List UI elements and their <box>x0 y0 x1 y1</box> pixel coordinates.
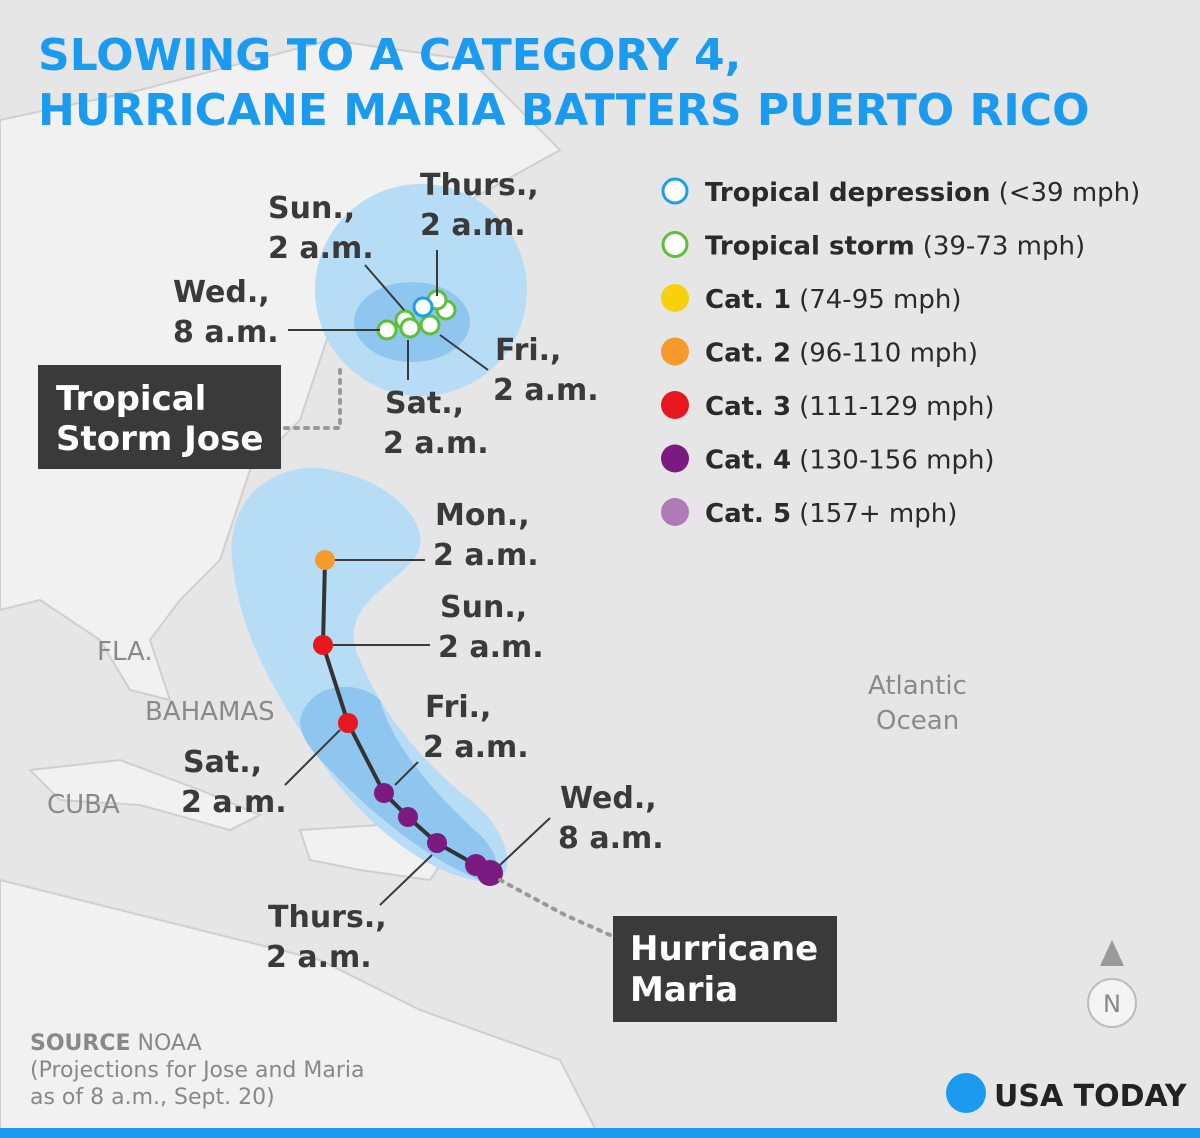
label: 8 a.m. <box>558 821 664 856</box>
jose-box <box>38 365 281 469</box>
legend-entry: Tropical depression (<39 mph) <box>705 178 1140 208</box>
title: SLOWING TO A CATEGORY 4, <box>38 30 741 81</box>
jose-track <box>376 289 457 341</box>
source: SOURCE NOAA <box>30 1031 202 1056</box>
label: Mon., <box>435 498 530 533</box>
label: Wed., <box>560 781 657 816</box>
legend-swatch <box>661 444 689 473</box>
legend-entry: Cat. 5 (157+ mph) <box>705 499 957 529</box>
logo-dot <box>946 1073 986 1113</box>
south-america <box>0 878 602 1138</box>
label: 2 a.m. <box>433 538 539 573</box>
legend-entry: Cat. 2 (96-110 mph) <box>705 339 978 369</box>
legend-swatch <box>661 498 689 526</box>
track-points <box>374 783 503 886</box>
footer-bar <box>0 1128 1200 1138</box>
label: Sun., <box>440 590 527 625</box>
legend-entry: Cat. 3 (111-129 mph) <box>705 392 995 422</box>
label: Fri., <box>425 690 491 725</box>
label: 2 a.m. <box>438 630 544 665</box>
legend-label: Cat. 1 <box>705 285 791 315</box>
place-label: CUBA <box>47 790 120 820</box>
legend-swatch <box>661 391 689 419</box>
source-note: as of 8 a.m., Sept. 20) <box>30 1085 275 1110</box>
legend-range: (96-110 mph) <box>799 339 978 369</box>
maria-cone <box>231 467 508 882</box>
place-label: FLA. <box>97 637 153 667</box>
legend-entry: Cat. 1 (74-95 mph) <box>705 285 962 315</box>
label: Thurs., <box>420 168 539 203</box>
legend-range: (<39 mph) <box>999 178 1141 208</box>
legend-swatch <box>661 231 689 258</box>
leader-lines <box>288 250 489 380</box>
cuba <box>27 758 263 832</box>
legend-entry: Cat. 4 (130-156 mph) <box>705 446 995 476</box>
label: Sat., <box>183 745 262 780</box>
label: Wed., <box>173 275 270 310</box>
legend-label: Tropical storm <box>705 232 915 262</box>
legend-label: Cat. 4 <box>705 446 791 476</box>
jose-pointer <box>283 368 342 430</box>
track-point <box>313 635 333 655</box>
source-text: NOAA <box>138 1031 202 1056</box>
legend-swatch <box>661 284 689 312</box>
legend-label: Cat. 2 <box>705 339 791 369</box>
source-note: (Projections for Jose and Maria <box>30 1058 365 1083</box>
legend: Tropical depression (<39 mph) Tropical sto… <box>661 177 1140 529</box>
label: Fri., <box>495 333 561 368</box>
label: 8 a.m. <box>173 315 279 350</box>
legend-swatch <box>661 337 689 366</box>
north-arrow <box>1100 940 1124 966</box>
legend-range: (74-95 mph) <box>799 285 961 315</box>
label: Thurs., <box>268 900 387 935</box>
label: Sat., <box>385 386 464 421</box>
legend-label: Cat. 3 <box>705 392 791 422</box>
legend-range: (130-156 mph) <box>799 446 995 476</box>
logo: USA TODAY <box>994 1079 1188 1114</box>
storm-name: Storm Jose <box>56 419 263 459</box>
label: 2 a.m. <box>181 785 287 820</box>
title: HURRICANE MARIA BATTERS PUERTO RICO <box>38 85 1089 136</box>
maria-cone-inner <box>300 686 497 881</box>
place-label: Atlantic <box>868 671 967 701</box>
label: 2 a.m. <box>420 208 526 243</box>
legend-range: (111-129 mph) <box>799 392 995 422</box>
legend-swatch <box>661 177 689 205</box>
source-label: SOURCE <box>30 1031 131 1056</box>
track-point <box>338 713 358 733</box>
place-label: Ocean <box>876 706 959 736</box>
north-label: N <box>1103 990 1121 1018</box>
legend-label: Cat. 5 <box>705 499 791 529</box>
legend-entry: Tropical storm (39-73 mph) <box>705 232 1085 262</box>
storm-name: Hurricane <box>630 929 818 969</box>
leader-lines <box>284 559 551 906</box>
label: 2 a.m. <box>268 231 374 266</box>
label: 2 a.m. <box>493 373 599 408</box>
legend-range: (39-73 mph) <box>923 232 1085 262</box>
label: 2 a.m. <box>266 940 372 975</box>
label: 2 a.m. <box>383 426 489 461</box>
legend-label: Tropical depression <box>705 178 991 208</box>
legend-range: (157+ mph) <box>799 499 957 529</box>
storm-name: Tropical <box>56 379 206 419</box>
storm-name: Maria <box>630 970 738 1010</box>
label: 2 a.m. <box>423 730 529 765</box>
track-point <box>315 550 335 570</box>
maria-box <box>613 916 837 1022</box>
label: Sun., <box>268 191 355 226</box>
maria-pointer <box>498 878 612 937</box>
north-badge <box>1087 978 1137 1028</box>
place-label: BAHAMAS <box>145 697 275 727</box>
